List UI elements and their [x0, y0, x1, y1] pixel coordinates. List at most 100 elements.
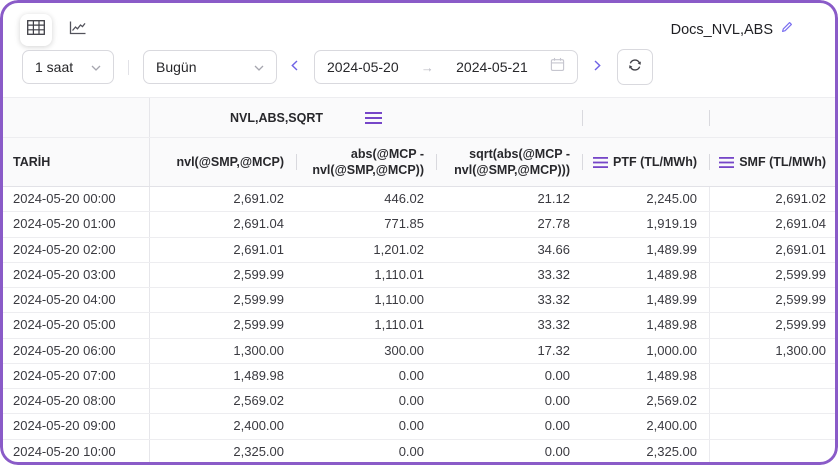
- table-row[interactable]: 2024-05-20 08:00 2,569.02 0.00 0.00 2,569.02: [0, 389, 838, 415]
- cell-smf: 2,691.02: [709, 187, 838, 212]
- table-body: 2024-05-20 00:00 2,691.02 446.02 21.12 2,245…: [0, 187, 838, 465]
- table-row[interactable]: 2024-05-20 06:00 1,300.00 300.00 17.32 1,000…: [0, 338, 838, 364]
- cell-abs: 0.00: [398, 367, 424, 383]
- group-header-label: NVL,ABS,SQRT: [229, 110, 324, 125]
- data-grid: NVL,ABS,SQRT TARİH nvl(@SMP,@MCP) abs(@MCP…: [0, 97, 838, 465]
- cell-abs: 300.00: [384, 342, 424, 358]
- column-header-label: SMF (TL/MWh): [739, 154, 826, 169]
- cell-nvl: 2,691.02: [233, 191, 284, 206]
- column-header-row: TARİH nvl(@SMP,@MCP) abs(@MCP - nvl(@SMP,@…: [0, 138, 838, 187]
- column-menu-icon[interactable]: [719, 156, 734, 168]
- group-header-row: NVL,ABS,SQRT: [0, 97, 838, 138]
- cell-nvl: 2,599.99: [233, 317, 284, 333]
- cell-smf: [709, 389, 838, 414]
- chevron-right-icon: [594, 58, 601, 76]
- cell-abs: 1,110.00: [374, 292, 424, 308]
- cell-tarih: 2024-05-20 03:00: [0, 262, 150, 288]
- cell-tarih: 2024-05-20 02:00: [0, 237, 150, 262]
- table-icon: [27, 20, 45, 40]
- column-menu-icon[interactable]: [593, 156, 608, 168]
- cell-sqrt: 34.66: [537, 241, 570, 257]
- cell-ptf: 1,919.19: [646, 216, 697, 232]
- cell-tarih: 2024-05-20 05:00: [0, 313, 150, 338]
- cell-smf: 2,599.99: [709, 288, 838, 313]
- column-header-label: TARİH: [13, 154, 51, 169]
- table-row[interactable]: 2024-05-20 01:00 2,691.04 771.85 27.78 1,919…: [0, 212, 838, 238]
- cell-sqrt: 0.00: [544, 367, 570, 383]
- cell-tarih: 2024-05-20 07:00: [0, 363, 150, 389]
- column-header-label: sqrt(abs(@MCP - nvl(@SMP,@MCP))): [454, 146, 570, 177]
- chevron-down-icon: [254, 58, 264, 76]
- divider: [128, 59, 129, 75]
- column-header-smf[interactable]: SMF (TL/MWh): [709, 138, 838, 186]
- chart-view-button[interactable]: [62, 14, 94, 46]
- group-menu-icon[interactable]: [365, 111, 383, 124]
- table-row[interactable]: 2024-05-20 10:00 2,325.00 0.00 0.00 2,325.00: [0, 439, 838, 465]
- page-title: Docs_NVL,ABS: [670, 21, 773, 38]
- cell-ptf: 1,489.98: [646, 367, 697, 383]
- cell-tarih: 2024-05-20 09:00: [0, 414, 150, 439]
- cell-abs: 0.00: [398, 393, 424, 409]
- table-row[interactable]: 2024-05-20 05:00 2,599.99 1,110.01 33.32 1,4…: [0, 313, 838, 339]
- cell-smf: [709, 414, 838, 439]
- cell-abs: 771.85: [384, 216, 424, 232]
- cell-nvl: 2,599.99: [233, 266, 284, 282]
- cell-sqrt: 0.00: [544, 443, 570, 459]
- cell-ptf: 2,400.00: [646, 418, 697, 434]
- cell-abs: 0.00: [398, 443, 424, 459]
- cell-smf: [709, 363, 838, 389]
- sync-icon: [626, 56, 644, 79]
- group-header[interactable]: NVL,ABS,SQRT: [150, 98, 582, 137]
- next-day-button[interactable]: [588, 58, 607, 76]
- table-view-button[interactable]: [20, 14, 52, 46]
- cell-nvl: 1,489.98: [233, 367, 284, 383]
- cell-smf: 1,300.00: [709, 338, 838, 363]
- column-header-sqrt[interactable]: sqrt(abs(@MCP - nvl(@SMP,@MCP))): [436, 138, 582, 186]
- prev-day-button[interactable]: [285, 58, 304, 76]
- cell-smf: 2,691.01: [709, 237, 838, 262]
- cell-ptf: 2,245.00: [646, 191, 697, 206]
- date-from-value[interactable]: 2024-05-20: [327, 59, 399, 75]
- cell-abs: 1,110.01: [374, 317, 424, 333]
- pencil-icon[interactable]: [780, 20, 794, 39]
- cell-tarih: 2024-05-20 10:00: [0, 439, 150, 464]
- column-header-nvl[interactable]: nvl(@SMP,@MCP): [150, 138, 296, 186]
- cell-sqrt: 21.12: [537, 191, 570, 206]
- group-cell-empty: [709, 98, 838, 137]
- column-header-label: nvl(@SMP,@MCP): [176, 154, 285, 169]
- range-preset-select[interactable]: Bugün: [143, 50, 277, 84]
- calendar-icon: [550, 57, 565, 77]
- cell-sqrt: 33.32: [537, 266, 570, 282]
- table-row[interactable]: 2024-05-20 00:00 2,691.02 446.02 21.12 2,245…: [0, 187, 838, 213]
- column-header-label: PTF (TL/MWh): [613, 154, 697, 169]
- interval-select-value: 1 saat: [35, 59, 74, 75]
- group-cell-empty: [582, 98, 709, 137]
- cell-abs: 446.02: [384, 191, 424, 206]
- date-range-picker[interactable]: 2024-05-20 → 2024-05-21: [314, 50, 578, 84]
- group-cell-empty: [0, 98, 150, 137]
- line-chart-icon: [68, 20, 88, 41]
- cell-tarih: 2024-05-20 04:00: [0, 288, 150, 313]
- cell-abs: 1,201.02: [373, 241, 424, 257]
- date-to-value[interactable]: 2024-05-21: [456, 59, 528, 75]
- cell-nvl: 2,691.04: [233, 216, 284, 232]
- table-row[interactable]: 2024-05-20 04:00 2,599.99 1,110.00 33.32 1,4…: [0, 288, 838, 314]
- table-row[interactable]: 2024-05-20 03:00 2,599.99 1,110.01 33.32 1,4…: [0, 262, 838, 289]
- table-row[interactable]: 2024-05-20 02:00 2,691.01 1,201.02 34.66 1,4…: [0, 237, 838, 263]
- refresh-button[interactable]: [617, 49, 653, 85]
- column-header-ptf[interactable]: PTF (TL/MWh): [582, 138, 709, 186]
- interval-select[interactable]: 1 saat: [22, 50, 114, 84]
- cell-nvl: 2,325.00: [233, 443, 284, 459]
- column-header-abs[interactable]: abs(@MCP - nvl(@SMP,@MCP)): [296, 138, 436, 186]
- table-row[interactable]: 2024-05-20 09:00 2,400.00 0.00 0.00 2,400.00: [0, 414, 838, 440]
- cell-sqrt: 33.32: [537, 292, 570, 308]
- cell-nvl: 2,400.00: [233, 418, 284, 434]
- cell-smf: [709, 439, 838, 464]
- cell-tarih: 2024-05-20 01:00: [0, 212, 150, 237]
- column-header-tarih[interactable]: TARİH: [0, 138, 150, 186]
- cell-nvl: 1,300.00: [233, 342, 284, 358]
- cell-ptf: 1,000.00: [646, 342, 697, 358]
- table-row[interactable]: 2024-05-20 07:00 1,489.98 0.00 0.00 1,489.98: [0, 363, 838, 390]
- cell-ptf: 2,325.00: [646, 443, 697, 459]
